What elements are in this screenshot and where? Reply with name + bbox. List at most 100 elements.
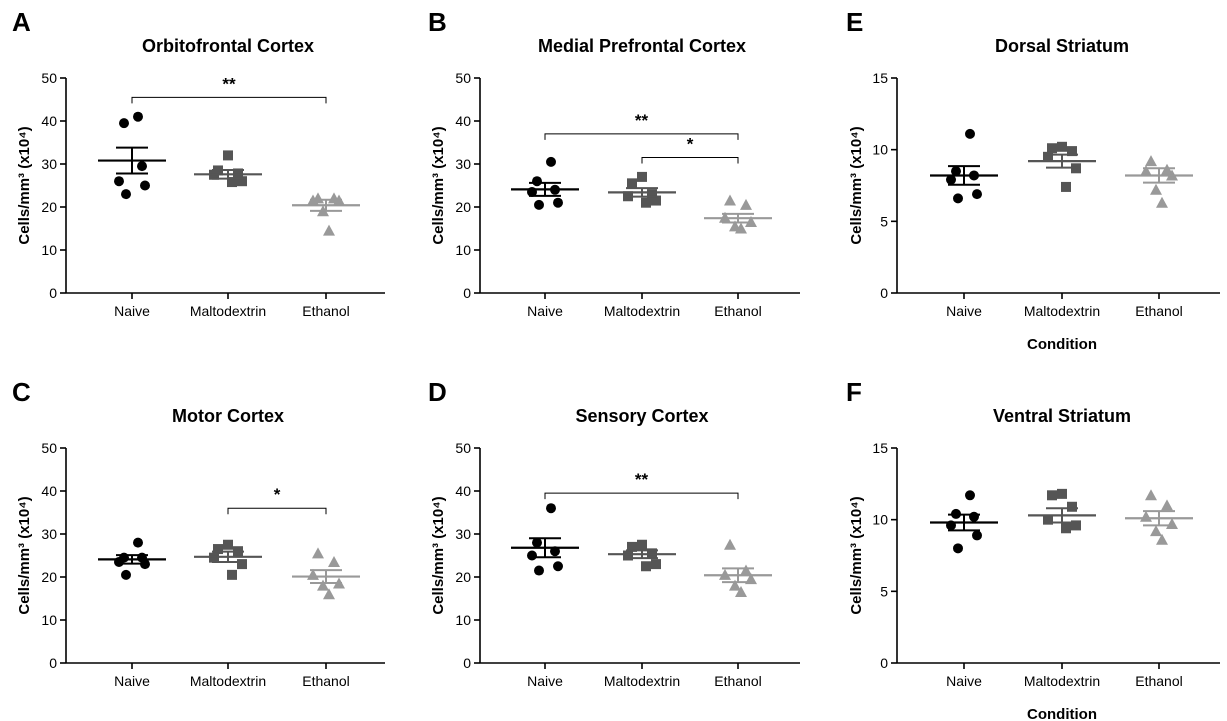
y-tick-label: 50 bbox=[455, 440, 471, 456]
y-tick-label: 50 bbox=[41, 70, 57, 86]
data-point bbox=[546, 503, 556, 514]
y-tick-label: 0 bbox=[49, 285, 57, 301]
panel-e: E Dorsal Striatum 0 5 10 15 Naive Maltodextrin E… bbox=[846, 7, 1220, 353]
data-point bbox=[637, 539, 647, 550]
data-point bbox=[323, 588, 335, 600]
significance-bracket bbox=[227, 507, 327, 515]
significance-label: ** bbox=[222, 74, 236, 93]
panel-letter: E bbox=[846, 7, 863, 37]
y-tick-label: 0 bbox=[463, 285, 471, 301]
data-point bbox=[312, 547, 324, 559]
y-tick-label: 10 bbox=[872, 142, 888, 158]
y-axis-title: Cells/mm³ (x10⁴) bbox=[848, 496, 865, 614]
panel-title: Sensory Cortex bbox=[575, 406, 708, 426]
data-point bbox=[953, 543, 963, 554]
panel-letter: C bbox=[12, 377, 31, 407]
data-point bbox=[1061, 181, 1071, 192]
panel-a: A Orbitofrontal Cortex 0 10 20 30 40 50 Naive Mal… bbox=[12, 7, 385, 319]
y-axis-title: Cells/mm³ (x10⁴) bbox=[16, 126, 33, 244]
data-point bbox=[946, 174, 956, 185]
data-point bbox=[729, 579, 741, 591]
y-tick-label: 10 bbox=[455, 242, 471, 258]
y-tick-label: 10 bbox=[872, 512, 888, 528]
x-axis-title: Condition bbox=[1027, 336, 1097, 353]
significance-bracket bbox=[131, 96, 327, 104]
data-point bbox=[140, 180, 150, 191]
data-point bbox=[223, 539, 233, 550]
data-point bbox=[1061, 523, 1071, 534]
data-point bbox=[951, 166, 961, 177]
panel-title: Ventral Striatum bbox=[993, 406, 1131, 426]
category-label: Ethanol bbox=[302, 303, 349, 319]
panel-title: Orbitofrontal Cortex bbox=[142, 36, 314, 56]
category-label: Naive bbox=[946, 303, 982, 319]
data-point bbox=[114, 176, 124, 187]
y-tick-label: 40 bbox=[455, 483, 471, 499]
data-point bbox=[546, 156, 556, 167]
panel-b: B Medial Prefrontal Cortex 0 10 20 30 40 50 Naiv… bbox=[428, 7, 800, 319]
y-tick-label: 30 bbox=[455, 526, 471, 542]
data-point bbox=[651, 559, 661, 570]
category-label: Ethanol bbox=[714, 673, 761, 689]
data-point bbox=[1047, 143, 1057, 154]
significance-label: * bbox=[274, 485, 281, 504]
category-label: Naive bbox=[114, 673, 150, 689]
data-point bbox=[1150, 183, 1162, 195]
y-tick-label: 40 bbox=[455, 113, 471, 129]
y-axis-title: Cells/mm³ (x10⁴) bbox=[16, 496, 33, 614]
data-point bbox=[223, 150, 233, 161]
data-point bbox=[740, 198, 752, 210]
y-tick-label: 50 bbox=[41, 440, 57, 456]
category-label: Naive bbox=[946, 673, 982, 689]
data-point bbox=[724, 194, 736, 206]
y-tick-label: 0 bbox=[880, 655, 888, 671]
category-label: Maltodextrin bbox=[604, 303, 680, 319]
y-tick-label: 20 bbox=[455, 569, 471, 585]
category-label: Naive bbox=[527, 303, 563, 319]
data-point bbox=[227, 177, 237, 188]
data-point bbox=[637, 171, 647, 182]
data-point bbox=[1071, 520, 1081, 531]
data-point bbox=[553, 197, 563, 208]
data-point bbox=[1145, 489, 1157, 501]
category-label: Ethanol bbox=[302, 673, 349, 689]
data-point bbox=[651, 195, 661, 206]
panel-d: D Sensory Cortex 0 10 20 30 40 50 Naive Maltodext… bbox=[428, 377, 800, 689]
data-point bbox=[119, 118, 129, 129]
category-label: Naive bbox=[527, 673, 563, 689]
y-tick-label: 15 bbox=[872, 70, 888, 86]
data-point bbox=[965, 128, 975, 139]
y-axis-title: Cells/mm³ (x10⁴) bbox=[430, 126, 447, 244]
data-point bbox=[213, 544, 223, 555]
data-point bbox=[627, 541, 637, 552]
data-point bbox=[1140, 165, 1152, 177]
category-label: Ethanol bbox=[1135, 673, 1182, 689]
panel-title: Medial Prefrontal Cortex bbox=[538, 36, 746, 56]
category-label: Naive bbox=[114, 303, 150, 319]
y-tick-label: 5 bbox=[880, 583, 888, 599]
data-point bbox=[1043, 151, 1053, 162]
data-point bbox=[1145, 155, 1157, 167]
data-point bbox=[121, 189, 131, 200]
y-axis-title: Cells/mm³ (x10⁴) bbox=[848, 126, 865, 244]
data-point bbox=[1057, 141, 1067, 152]
data-point bbox=[534, 565, 544, 576]
y-tick-label: 40 bbox=[41, 483, 57, 499]
data-point bbox=[532, 537, 542, 548]
y-tick-label: 10 bbox=[41, 612, 57, 628]
y-tick-label: 30 bbox=[41, 156, 57, 172]
data-point bbox=[641, 197, 651, 208]
data-point bbox=[953, 193, 963, 204]
data-point bbox=[1047, 490, 1057, 501]
y-tick-label: 20 bbox=[455, 199, 471, 215]
panel-letter: D bbox=[428, 377, 447, 407]
y-tick-label: 20 bbox=[41, 199, 57, 215]
panel-f: F Ventral Striatum 0 5 10 15 Naive Maltodextrin… bbox=[846, 377, 1220, 721]
data-point bbox=[1067, 501, 1077, 512]
data-point bbox=[227, 569, 237, 580]
data-point bbox=[553, 561, 563, 572]
y-tick-label: 10 bbox=[41, 242, 57, 258]
data-point bbox=[641, 561, 651, 572]
data-point bbox=[133, 537, 143, 548]
